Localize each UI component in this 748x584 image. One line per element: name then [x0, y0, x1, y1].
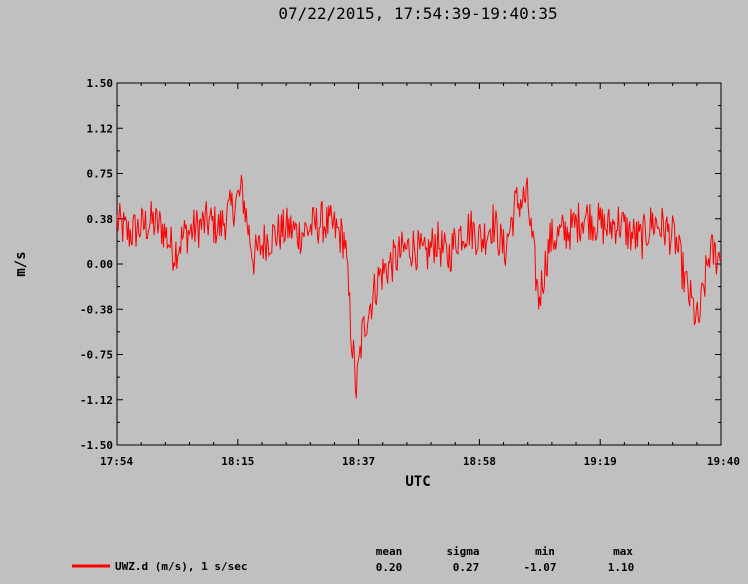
y-tick-label: 0.75	[87, 168, 114, 181]
series-layer	[116, 174, 722, 399]
x-axis-title: UTC	[405, 474, 430, 490]
chart-title: 07/22/2015, 17:54:39-19:40:35	[278, 4, 557, 23]
y-tick-label: -0.38	[80, 303, 113, 316]
y-tick-label: 0.00	[87, 258, 114, 271]
legend-label: UWZ.d (m/s), 1 s/sec	[115, 560, 247, 573]
y-tick-label: -0.75	[80, 349, 113, 362]
x-tick-label: 18:37	[342, 455, 375, 468]
y-axis-title: m/s	[13, 251, 29, 276]
stat-header-mean: mean	[376, 545, 403, 558]
stat-value-mean: 0.20	[376, 561, 403, 574]
stat-value-max: 1.10	[608, 561, 635, 574]
y-tick-label: -1.50	[80, 439, 113, 452]
stat-value-sigma: 0.27	[453, 561, 480, 574]
stat-header-max: max	[613, 545, 633, 558]
x-tick-label: 18:58	[463, 455, 496, 468]
x-tick-label: 18:15	[221, 455, 254, 468]
series-line	[116, 174, 722, 399]
y-tick-label: 1.12	[87, 122, 114, 135]
plot-frame	[116, 82, 722, 446]
x-tick-label: 19:40	[707, 455, 740, 468]
stats-table: mean sigma min max 0.20 0.27 -1.07 1.10	[376, 545, 635, 574]
x-tick-label: 19:19	[584, 455, 617, 468]
x-axis: 17:54 18:15 18:37 18:58 19:19 19:40	[100, 83, 740, 468]
y-tick-label: 1.50	[87, 77, 114, 90]
x-tick-label: 17:54	[100, 455, 133, 468]
stat-value-min: -1.07	[523, 561, 556, 574]
legend: UWZ.d (m/s), 1 s/sec	[72, 560, 247, 573]
y-tick-label: -1.12	[80, 394, 113, 407]
plot-area	[116, 82, 722, 446]
stat-header-sigma: sigma	[446, 545, 479, 558]
y-tick-label: 0.38	[87, 213, 114, 226]
stat-header-min: min	[535, 545, 555, 558]
y-axis: 1.50 1.12 0.75 0.38 0.00 -0.38 -0.75 -1.12 -1.50	[80, 77, 721, 452]
